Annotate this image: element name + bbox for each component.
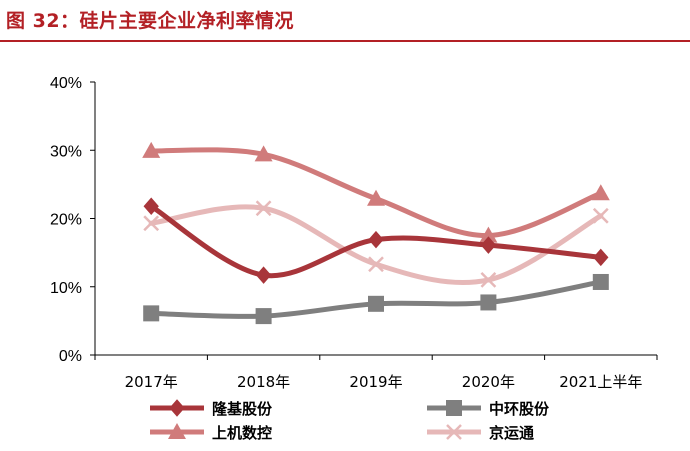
x-marker-stroke — [446, 424, 462, 440]
data-point — [143, 215, 160, 232]
y-tick-label: 30% — [50, 143, 82, 160]
legend-label: 上机数控 — [212, 424, 272, 442]
x-tick-label: 2019年 — [349, 373, 402, 391]
data-point — [592, 207, 609, 224]
y-tick-label: 0% — [59, 348, 82, 365]
y-tick-label: 20% — [50, 212, 82, 229]
y-tick-label: 40% — [50, 75, 82, 92]
legend-item: 中环股份 — [427, 400, 550, 418]
legend-marker — [446, 424, 462, 440]
data-point — [479, 226, 498, 243]
series-0 — [143, 197, 609, 284]
legend-item: 京运通 — [427, 424, 534, 442]
data-point — [591, 184, 610, 201]
chart-axes: 0% 10% 20% 30% 40% 2017年 2018年 2019年 2020年 2021上半… — [50, 75, 658, 391]
x-marker-stroke — [480, 272, 497, 288]
x-tick-label: 2021上半年 — [559, 373, 642, 391]
data-point — [480, 294, 497, 311]
data-point — [142, 141, 161, 158]
legend-label: 京运通 — [489, 424, 534, 442]
data-point — [592, 273, 609, 290]
x-marker-stroke — [368, 256, 384, 273]
series-3 — [143, 200, 609, 288]
series-lines — [142, 141, 610, 325]
data-point — [255, 200, 272, 217]
legend-marker — [168, 423, 186, 439]
legend-marker — [446, 400, 462, 416]
data-point — [255, 308, 272, 325]
series-2 — [142, 141, 610, 243]
legend-item: 隆基股份 — [150, 399, 273, 418]
data-point — [255, 266, 272, 284]
series-1 — [143, 273, 609, 325]
y-tick-label: 10% — [50, 280, 82, 297]
data-point — [143, 305, 160, 322]
data-point — [143, 197, 159, 215]
figure-title: 图 32：硅片主要企业净利率情况 — [6, 10, 295, 32]
data-point — [368, 256, 384, 273]
data-point — [368, 230, 384, 249]
legend-item: 上机数控 — [150, 423, 272, 442]
figure-header: 图 32：硅片主要企业净利率情况 — [0, 0, 690, 44]
x-marker-stroke — [255, 200, 272, 217]
x-marker-stroke — [143, 215, 160, 232]
data-point — [593, 248, 609, 267]
data-point — [367, 189, 385, 206]
data-point — [480, 272, 497, 288]
x-tick-label: 2018年 — [237, 373, 290, 391]
legend-label: 隆基股份 — [212, 400, 273, 418]
legend-marker — [169, 399, 185, 417]
x-tick-label: 2020年 — [462, 373, 515, 391]
x-tick-label: 2017年 — [125, 373, 178, 391]
data-point — [254, 145, 273, 162]
title-rule — [0, 40, 690, 42]
data-point — [480, 236, 497, 254]
legend-label: 中环股份 — [489, 400, 550, 418]
data-point — [368, 295, 384, 312]
x-marker-stroke — [592, 207, 609, 224]
